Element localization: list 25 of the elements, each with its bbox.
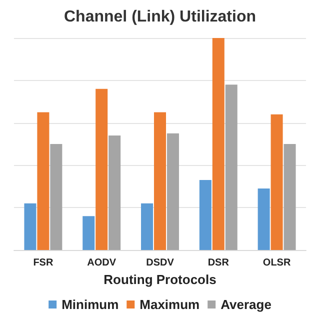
chart-title: Channel (Link) Utilization (64, 8, 256, 26)
legend-label: Minimum (62, 297, 119, 312)
x-tick-label: AODV (87, 258, 116, 268)
bar (258, 188, 270, 250)
bar (199, 180, 212, 250)
bar (225, 84, 238, 250)
x-tick-label: FSR (33, 258, 54, 268)
bar (284, 144, 296, 250)
bar (108, 136, 121, 250)
bar (96, 88, 108, 250)
bar (50, 144, 62, 250)
x-tick-label: OLSR (262, 258, 292, 268)
bar (166, 133, 179, 250)
bar (212, 38, 224, 250)
bar (141, 203, 154, 250)
legend-label: Maximum (140, 297, 200, 312)
legend-label: Average (220, 297, 272, 312)
bar (82, 216, 95, 250)
bar (37, 112, 50, 250)
bar (24, 203, 36, 250)
x-tick-label: DSDV (146, 258, 174, 268)
bar (270, 114, 283, 250)
bar (154, 112, 166, 250)
x-tick-label: DSR (208, 258, 230, 268)
x-axis-title: Routing Protocols (104, 272, 216, 287)
